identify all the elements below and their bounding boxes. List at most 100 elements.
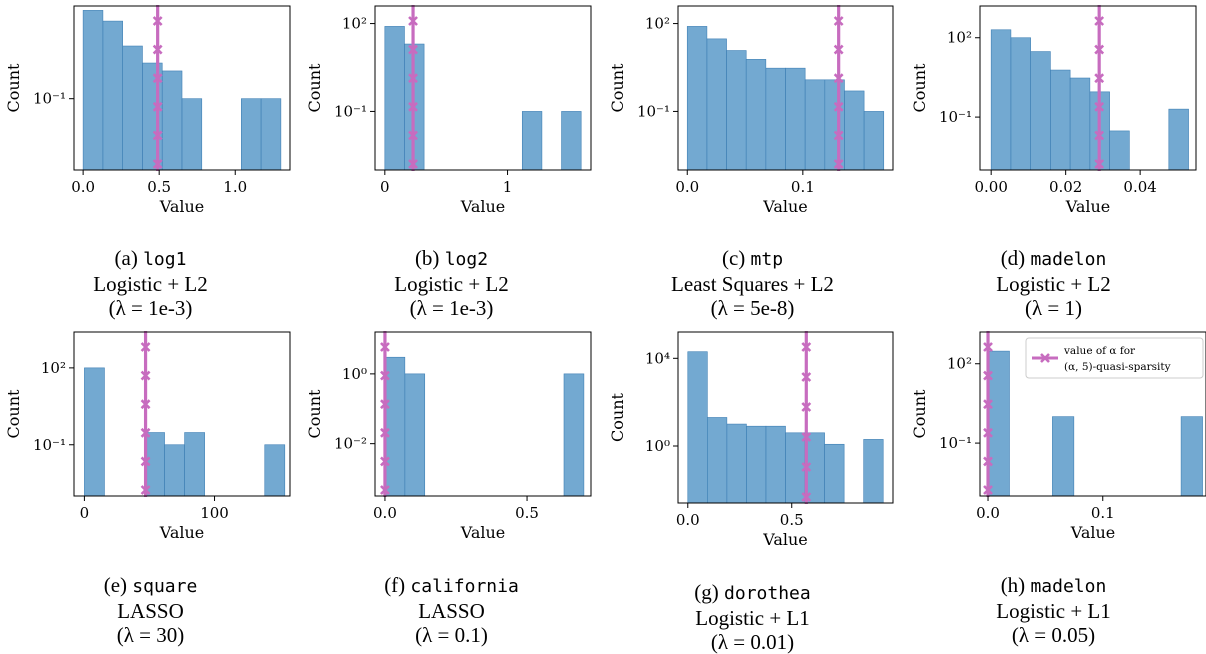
caption-loss: Logistic + L1 <box>996 599 1111 623</box>
subplot-f: 0.0 0.5 10⁰ 10⁻² Value Count (f) california L… <box>301 326 602 652</box>
x-tick-label: 0.02 <box>1049 178 1082 196</box>
histogram-d: 0.00 0.02 0.04 10² 10⁻¹ Value Count <box>910 5 1197 216</box>
legend-label-line2: (α, 5)-quasi-sparsity <box>1064 361 1171 373</box>
caption-g: (g) dorothea Logistic + L1 (λ = 0.01) <box>602 580 903 654</box>
x-axis-label: Value <box>762 197 808 216</box>
legend-box <box>1025 337 1204 379</box>
x-tick-label: 0.0 <box>976 504 1000 522</box>
histogram-bar <box>241 98 262 171</box>
histogram-h: 0.0 0.1 10² 10⁻¹ Value Count value of α for (α,… <box>910 331 1206 542</box>
y-tick-label: 10² <box>947 29 972 47</box>
alpha-marker-x <box>152 16 163 26</box>
y-axis-label: Count <box>305 63 324 112</box>
histogram-bar <box>844 90 865 171</box>
alpha-marker-x <box>140 370 151 381</box>
histogram-bar <box>164 444 185 497</box>
plot-area <box>82 5 282 171</box>
histogram-bar <box>1180 416 1203 497</box>
y-tick-label: 10⁻¹ <box>637 102 670 120</box>
y-tick-label: 10⁰ <box>645 437 670 455</box>
histogram-bar <box>990 29 1012 171</box>
caption-lambda: (λ = 30) <box>116 623 185 647</box>
caption-label: (c) <box>721 246 746 270</box>
caption-f: (f) california LASSO (λ = 0.1) <box>301 573 602 647</box>
histogram-bar <box>765 67 786 171</box>
histogram-e: 0 100 10² 10⁻¹ Value Count <box>4 331 291 542</box>
plot-area <box>384 5 582 171</box>
caption-loss: Least Squares + L2 <box>671 272 834 296</box>
caption-dataset: dorothea <box>724 583 811 604</box>
y-tick-label: 10⁻¹ <box>33 90 66 108</box>
axes-frame <box>979 5 1197 171</box>
alpha-marker-x <box>983 399 993 410</box>
histogram-bar <box>264 444 286 497</box>
histogram-b: 0 1 10² 10⁻¹ Value Count <box>305 5 592 216</box>
x-tick-label: 1.0 <box>223 178 247 196</box>
alpha-marker-x <box>380 427 390 438</box>
alpha-marker-x <box>152 130 163 141</box>
alpha-marker-x <box>833 101 844 112</box>
y-tick-label: 10⁴ <box>645 349 670 367</box>
histogram-bar <box>1052 416 1075 497</box>
alpha-marker-x <box>1094 16 1105 26</box>
caption-loss: Logistic + L2 <box>394 272 509 296</box>
x-axis-label: Value <box>1070 523 1116 542</box>
x-axis-label: Value <box>1065 197 1111 216</box>
alpha-marker-x <box>801 342 812 352</box>
y-axis-label: Count <box>305 389 324 438</box>
caption-dataset: mtp <box>750 249 784 270</box>
x-tick-label: 0.0 <box>71 178 95 196</box>
alpha-marker-x <box>140 342 151 352</box>
subplot-g: 0.0 0.5 10⁴ 10⁰ Value Count (g) dorothea Logi… <box>602 326 903 654</box>
x-tick-label: 0.5 <box>147 178 171 196</box>
alpha-marker-x <box>833 16 844 26</box>
alpha-marker-x <box>140 427 151 438</box>
subplot-a: 0.0 0.5 1.0 10² 10⁻¹ Value Count (a) log1 Logi… <box>0 0 301 326</box>
histogram-bar <box>122 45 143 171</box>
y-tick-label: 10² <box>41 0 66 1</box>
histogram-bar <box>102 20 123 171</box>
histogram-bar <box>686 26 708 171</box>
subplot-h: 0.0 0.1 10² 10⁻¹ Value Count value of α for (α,… <box>903 326 1206 652</box>
histogram-bar <box>260 98 282 171</box>
alpha-marker-x <box>408 73 418 84</box>
alpha-marker-x <box>380 456 390 467</box>
y-tick-label: 10⁻¹ <box>939 434 972 452</box>
y-tick-label: 10⁻¹ <box>334 102 367 120</box>
alpha-marker-x <box>833 159 844 169</box>
alpha-marker-x <box>1094 159 1105 169</box>
alpha-marker-x <box>408 16 418 26</box>
alpha-marker-x <box>833 73 844 84</box>
y-tick-label: 10⁻¹ <box>33 436 66 454</box>
histogram-bar <box>745 59 767 171</box>
plot-area <box>983 331 1203 497</box>
x-tick-label: 100 <box>200 504 229 522</box>
plot-area <box>687 331 884 504</box>
caption-label: (g) <box>694 580 719 604</box>
caption-dataset: log1 <box>143 249 187 270</box>
x-tick-label: 0.5 <box>780 511 804 529</box>
y-tick-label: 10² <box>645 15 670 33</box>
caption-lambda: (λ = 1e-3) <box>108 296 193 320</box>
alpha-marker-x <box>801 432 812 442</box>
alpha-marker-x <box>152 101 163 112</box>
y-axis-label: Count <box>608 63 627 112</box>
histogram-bar <box>521 111 543 171</box>
histogram-bar <box>726 423 747 504</box>
y-axis-label: Count <box>910 63 929 112</box>
x-tick-label: 0.5 <box>515 504 539 522</box>
histogram-f: 0.0 0.5 10⁰ 10⁻² Value Count <box>305 331 592 542</box>
histogram-bar <box>161 70 183 171</box>
y-tick-label: 10² <box>947 355 972 373</box>
alpha-marker-x <box>140 399 151 410</box>
caption-b: (b) log2 Logistic + L2 (λ = 1e-3) <box>301 246 602 320</box>
x-axis-label: Value <box>460 523 506 542</box>
caption-c: (c) mtp Least Squares + L2 (λ = 5e-8) <box>602 246 903 320</box>
alpha-marker-x <box>801 492 812 502</box>
histogram-bar <box>863 111 885 171</box>
histogram-bar <box>824 79 845 171</box>
caption-h: (h) madelon Logistic + L1 (λ = 0.05) <box>903 573 1204 647</box>
y-axis-label: Count <box>4 389 23 438</box>
caption-loss: LASSO <box>418 599 485 623</box>
alpha-marker-x <box>1094 44 1105 55</box>
